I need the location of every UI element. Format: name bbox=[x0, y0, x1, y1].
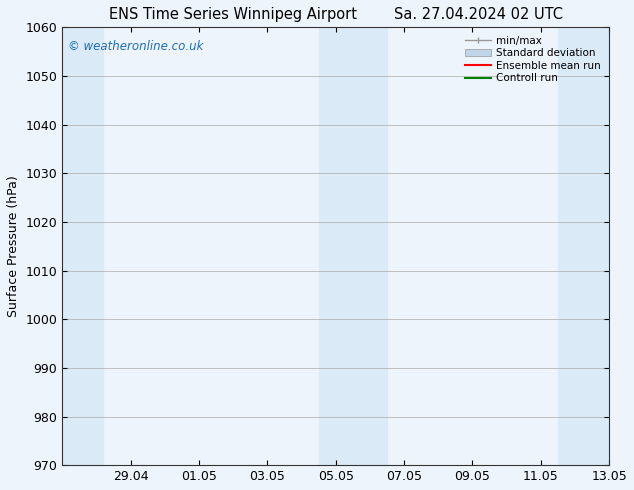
Bar bbox=[62, 27, 103, 465]
Title: ENS Time Series Winnipeg Airport        Sa. 27.04.2024 02 UTC: ENS Time Series Winnipeg Airport Sa. 27.… bbox=[108, 7, 563, 22]
Bar bbox=[319, 27, 387, 465]
Legend: min/max, Standard deviation, Ensemble mean run, Controll run: min/max, Standard deviation, Ensemble me… bbox=[462, 32, 604, 87]
Bar bbox=[558, 27, 609, 465]
Y-axis label: Surface Pressure (hPa): Surface Pressure (hPa) bbox=[7, 175, 20, 317]
Text: © weatheronline.co.uk: © weatheronline.co.uk bbox=[68, 40, 203, 53]
